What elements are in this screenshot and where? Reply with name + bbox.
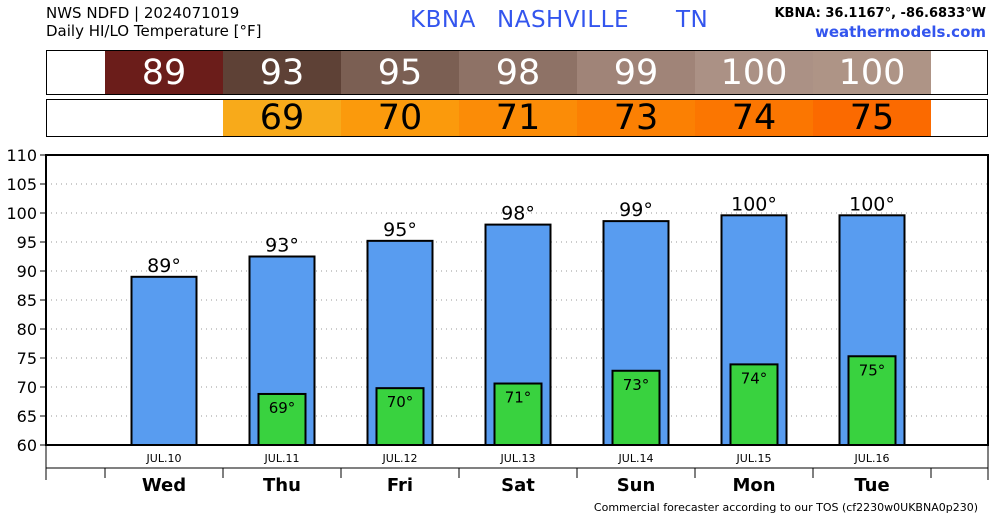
low-bar-label: 70° xyxy=(387,393,414,411)
y-tick-label: 110 xyxy=(6,146,37,165)
y-tick-label: 105 xyxy=(6,175,37,194)
date-label: JUL.15 xyxy=(736,452,772,465)
hi-strip-cell: 95 xyxy=(341,51,459,94)
day-label: Sun xyxy=(617,475,656,496)
low-bar-label: 75° xyxy=(859,361,886,379)
day-label: Tue xyxy=(854,475,889,496)
lo-strip-cell: 71 xyxy=(459,98,577,138)
lo-strip-cell: 70 xyxy=(341,98,459,138)
station-coordinates: KBNA: 36.1167°, -86.6833°W xyxy=(774,6,986,21)
lo-strip-cell: 74 xyxy=(695,98,813,138)
low-bar-label: 73° xyxy=(623,376,650,394)
high-bar-label: 93° xyxy=(265,235,299,257)
high-bar-label: 89° xyxy=(147,255,181,277)
date-label: JUL.13 xyxy=(500,452,536,465)
day-label: Sat xyxy=(501,475,535,496)
day-label: Mon xyxy=(732,475,775,496)
y-tick-label: 60 xyxy=(17,436,37,455)
product-label: Daily HI/LO Temperature [°F] xyxy=(46,22,262,40)
high-bar-label: 95° xyxy=(383,219,417,241)
header-info: NWS NDFD | 2024071019 Daily HI/LO Temper… xyxy=(46,4,262,40)
hi-strip-cell: 98 xyxy=(459,51,577,94)
day-label: Wed xyxy=(142,475,186,496)
day-label: Fri xyxy=(387,475,413,496)
high-bar-label: 99° xyxy=(619,199,653,221)
y-tick-label: 80 xyxy=(17,320,37,339)
date-label: JUL.14 xyxy=(618,452,654,465)
plot-frame xyxy=(45,154,989,446)
y-tick-label: 90 xyxy=(17,262,37,281)
date-label: JUL.16 xyxy=(854,452,890,465)
high-bar-label: 100° xyxy=(849,193,895,215)
high-bar-label: 100° xyxy=(731,193,777,215)
low-bar-label: 74° xyxy=(741,369,768,387)
low-temp-strip: 69 70 71 73 74 75 xyxy=(46,98,988,138)
day-label: Thu xyxy=(263,475,301,496)
hi-strip-cell: 100 xyxy=(695,51,813,94)
y-tick-label: 100 xyxy=(6,204,37,223)
hi-strip-cell: 93 xyxy=(223,51,341,94)
y-tick-label: 95 xyxy=(17,233,37,252)
hi-strip-cell: 89 xyxy=(105,51,223,94)
site-link[interactable]: weathermodels.com xyxy=(814,23,986,41)
footer-note: Commercial forecaster according to our T… xyxy=(593,501,978,514)
lo-strip-cell: 73 xyxy=(577,98,695,138)
y-tick-label: 85 xyxy=(17,291,37,310)
lo-strip-cell: 69 xyxy=(223,98,341,138)
hi-strip-cell: 100 xyxy=(813,51,931,94)
date-label: JUL.12 xyxy=(382,452,418,465)
date-label: JUL.10 xyxy=(146,452,182,465)
y-tick-label: 75 xyxy=(17,349,37,368)
low-bar-label: 71° xyxy=(505,389,532,407)
y-tick-label: 70 xyxy=(17,378,37,397)
lo-strip-cell: 75 xyxy=(813,98,931,138)
date-label: JUL.11 xyxy=(264,452,300,465)
low-bar xyxy=(257,392,307,446)
lo-strip-cell xyxy=(105,100,223,136)
high-bar-label: 98° xyxy=(501,203,535,225)
high-bar xyxy=(130,275,198,446)
high-temp-strip: 89 93 95 98 99 100 100 xyxy=(46,50,988,95)
model-run-label: NWS NDFD | 2024071019 xyxy=(46,4,240,22)
station-state: TN xyxy=(676,7,709,33)
station-id: KBNA xyxy=(410,7,476,33)
y-tick-label: 65 xyxy=(17,407,37,426)
station-city: NASHVILLE xyxy=(497,7,630,33)
hi-strip-cell: 99 xyxy=(577,51,695,94)
low-bar-label: 69° xyxy=(269,399,296,417)
